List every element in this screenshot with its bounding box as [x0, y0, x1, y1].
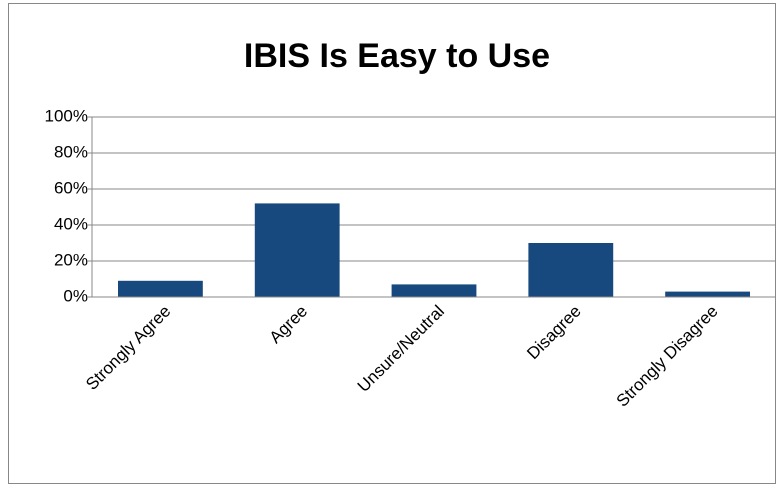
y-tick-label: 100%: [45, 106, 88, 125]
bar: [117, 280, 203, 297]
bar: [665, 291, 751, 297]
y-tick-label: 80%: [54, 142, 88, 161]
y-tick-label: 0%: [63, 286, 88, 305]
y-tick-label: 40%: [54, 214, 88, 233]
bar: [254, 203, 340, 297]
y-tick-label: 20%: [54, 250, 88, 269]
y-tick-label: 60%: [54, 178, 88, 197]
chart-border: [8, 3, 776, 484]
bar: [391, 284, 477, 297]
chart-title: IBIS Is Easy to Use: [244, 37, 550, 75]
bar: [528, 243, 614, 297]
